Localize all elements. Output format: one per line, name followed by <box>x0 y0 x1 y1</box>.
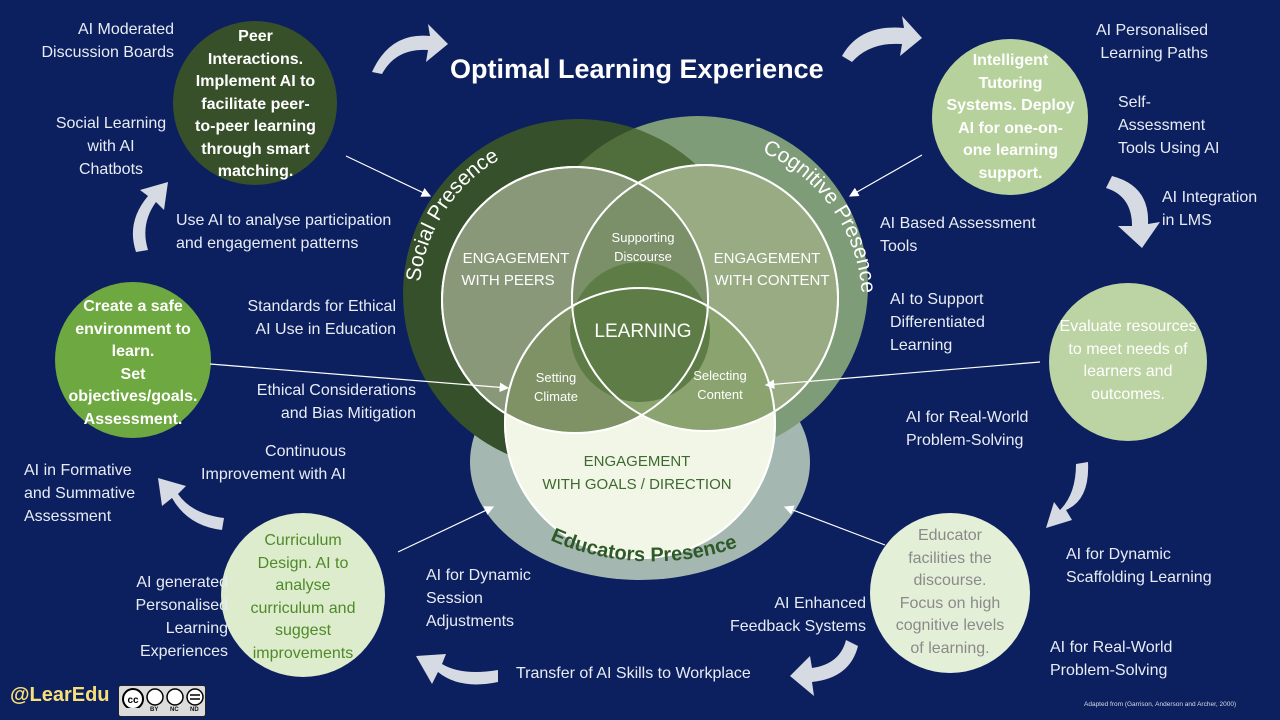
flow-arrow-8 <box>132 182 168 252</box>
label-transfer-skills: Transfer of AI Skills to Workplace <box>516 665 751 682</box>
evaluate-resources-text: Evaluate resources to meet needs of learne… <box>1059 318 1197 403</box>
cc-nd-text: ND <box>190 707 199 713</box>
label-formative-assessment: AI in Formative and Summative Assessment <box>24 462 136 525</box>
engagement-goals-text: ENGAGEMENT WITH GOALS / DIRECTION <box>542 453 731 493</box>
label-feedback-systems: AI Enhanced Feedback Systems <box>729 595 866 635</box>
label-ethical-standards: Standards for Ethical AI Use in Education <box>247 298 396 338</box>
flow-arrows <box>132 16 1160 696</box>
tutoring-text: Intelligent Tutoring Systems. Deploy AI for… <box>946 52 1075 182</box>
label-realworld-mid: AI for Real-World Problem-Solving <box>906 409 1029 449</box>
label-differentiated-learning: AI to Support Differentiated Learning <box>890 291 985 354</box>
peer-interactions-text: Peer Interactions. Implement AI to facilita… <box>195 28 316 180</box>
learning-text: LEARNING <box>594 321 691 342</box>
cc-nc-text: NC <box>170 707 179 713</box>
peer-interactions-circle <box>173 21 337 185</box>
educator-circle <box>870 513 1030 673</box>
learning-core <box>570 262 710 402</box>
curriculum-circle <box>221 513 385 677</box>
label-participation: Use AI to analyse participation and engag… <box>176 212 392 252</box>
engagement-content-text: ENGAGEMENT WITH CONTENT <box>714 250 830 289</box>
cc-license-badge: cc BY NC ND <box>118 685 206 717</box>
label-ethical-considerations: Ethical Considerations and Bias Mitigatio… <box>256 382 416 422</box>
cc-by-text: BY <box>150 707 159 713</box>
label-lms-integration: AI Integration in LMS <box>1162 189 1258 229</box>
label-dynamic-scaffolding: AI for Dynamic Scaffolding Learning <box>1066 546 1212 586</box>
label-social-learning: Social Learning with AI Chatbots <box>55 115 167 178</box>
setting-climate-text: Setting Climate <box>534 370 578 404</box>
educator-text: Educator facilities the discourse. Focus on… <box>895 527 1005 657</box>
label-assessment-tools: AI Based Assessment Tools <box>880 215 1036 255</box>
engagement-peers-text: ENGAGEMENT WITH PEERS <box>461 250 569 289</box>
label-moderated-discussion: AI Moderated Discussion Boards <box>41 21 175 61</box>
label-personalised-paths: AI Personalised Learning Paths <box>1095 22 1208 62</box>
label-dynamic-session: AI for Dynamic Session Adjustments <box>426 567 531 630</box>
selecting-content-text: Selecting Content <box>693 368 746 402</box>
connector-arrows <box>209 154 1041 553</box>
flow-arrow-7 <box>158 478 224 530</box>
page-title: Optimal Learning Experience <box>450 54 824 84</box>
label-continuous-improvement: Continuous Improvement with AI <box>201 443 346 483</box>
flow-arrow-1 <box>372 24 448 74</box>
source-credit: Adapted from (Garrison, Anderson and Arc… <box>1084 701 1237 708</box>
label-self-assessment: Self- Assessment Tools Using AI <box>1118 94 1220 157</box>
flow-arrow-2 <box>842 16 922 62</box>
safe-environment-circle <box>55 282 211 438</box>
flow-arrow-6 <box>416 654 498 685</box>
label-realworld-bottom: AI for Real-World Problem-Solving <box>1050 639 1173 679</box>
flow-arrow-5 <box>790 640 858 696</box>
flow-arrow-4 <box>1046 462 1089 528</box>
tutoring-circle <box>932 39 1088 195</box>
evaluate-resources-circle <box>1049 283 1207 441</box>
label-generated-experiences: AI generated Personalised Learning Experien… <box>135 574 229 660</box>
supporting-discourse-text: Supporting Discourse <box>612 230 675 264</box>
svg-text:cc: cc <box>127 695 139 706</box>
safe-environment-text: Create a safe environment to learn. Set obje… <box>68 298 198 428</box>
curriculum-text: Curriculum Design. AI to analyse curriculum… <box>250 532 356 662</box>
flow-arrow-3 <box>1106 176 1160 248</box>
twitter-handle: @LearEdu <box>10 684 110 706</box>
cc-license-icons: cc <box>122 688 204 708</box>
